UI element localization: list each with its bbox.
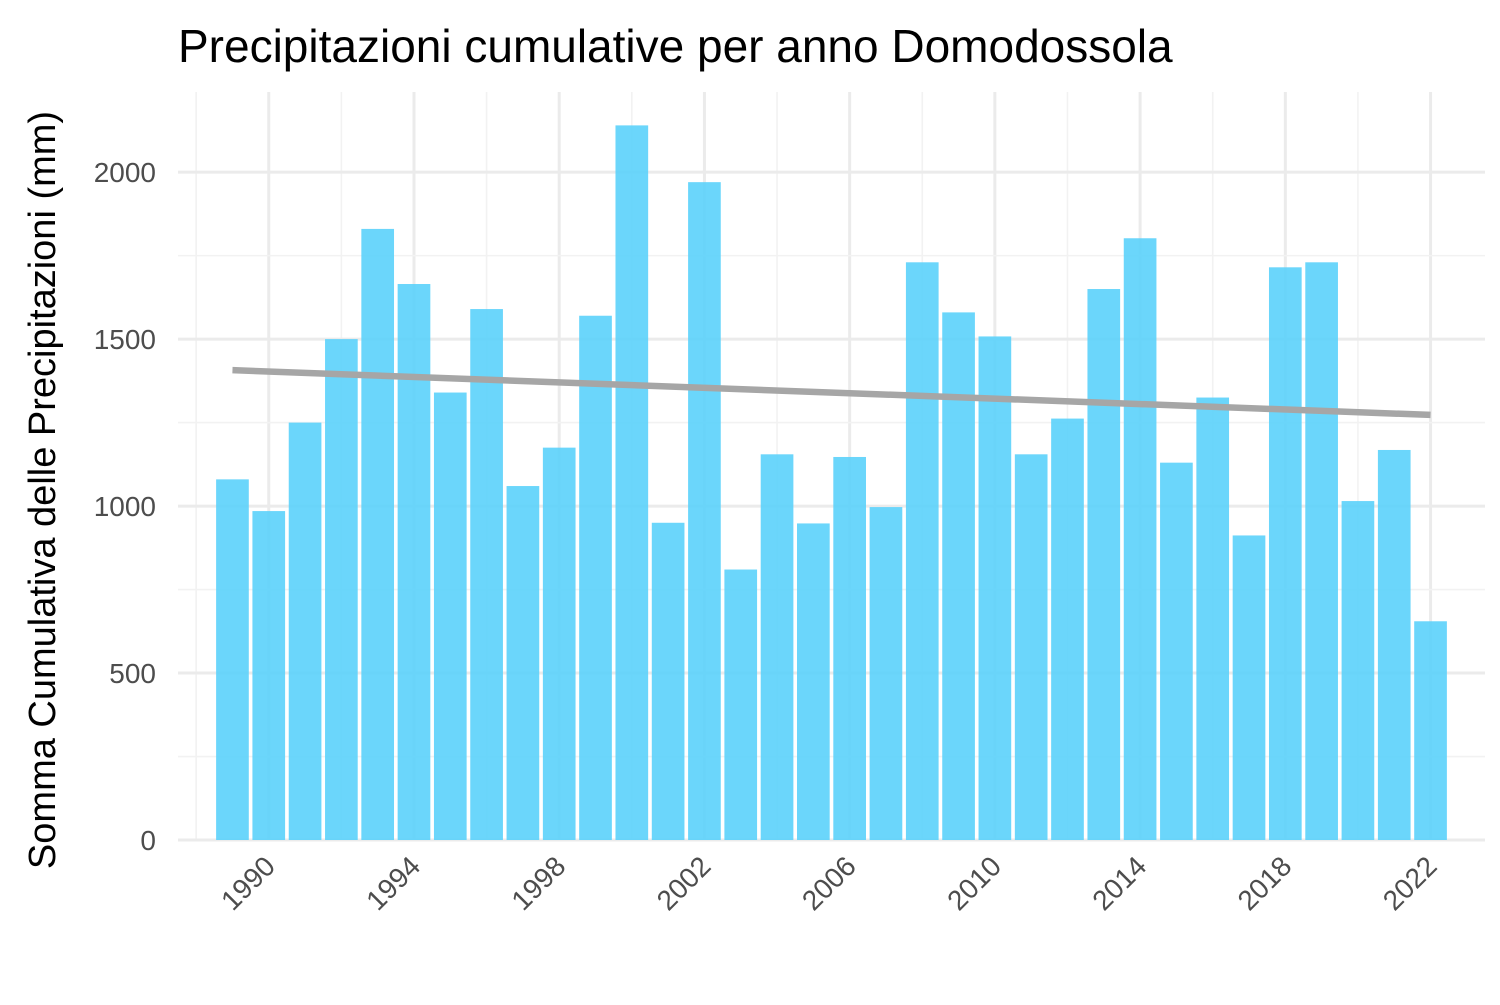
bar-2020	[1341, 501, 1375, 840]
bar-1995	[433, 392, 467, 840]
y-axis-label: Somma Cumulativa delle Precipitazioni (m…	[22, 111, 64, 869]
y-tick-label: 1000	[94, 491, 156, 522]
bar-2009	[942, 312, 975, 841]
bar-layer	[216, 125, 1447, 841]
bar-2016	[1196, 397, 1230, 840]
bar-1999	[579, 315, 612, 840]
bar-2018	[1268, 267, 1302, 840]
bar-2006	[833, 456, 866, 840]
bar-2007	[869, 507, 903, 840]
bar-2019	[1305, 262, 1338, 840]
x-tick-label: 2014	[1086, 850, 1152, 916]
y-tick-label: 0	[140, 825, 156, 856]
x-tick-label: 2002	[651, 850, 717, 916]
bar-1994	[397, 284, 431, 841]
bar-1991	[288, 422, 322, 840]
bar-1990	[252, 511, 286, 840]
bar-2004	[760, 454, 794, 840]
bar-1996	[470, 309, 503, 840]
x-tick-label: 2018	[1232, 850, 1298, 916]
y-tick-label: 1500	[94, 324, 156, 355]
bar-2002	[688, 182, 721, 841]
bar-2021	[1377, 449, 1411, 840]
bar-2010	[978, 336, 1012, 840]
y-tick-label: 2000	[94, 157, 156, 188]
bar-2000	[615, 125, 649, 840]
bar-2012	[1051, 418, 1084, 840]
bar-2013	[1087, 289, 1121, 841]
x-tick-label: 2006	[796, 850, 862, 916]
trend-line	[232, 366, 1431, 419]
bar-1989	[216, 479, 249, 840]
x-tick-label: 1994	[360, 850, 426, 916]
bar-2011	[1014, 454, 1048, 840]
y-tick-label: 500	[109, 658, 156, 689]
bar-1993	[361, 228, 395, 841]
bar-1997	[506, 486, 540, 840]
bar-2001	[651, 522, 685, 840]
x-tick-label: 2010	[941, 850, 1007, 916]
x-tick-label: 1998	[505, 850, 571, 916]
bar-2014	[1123, 238, 1157, 840]
x-tick-label: 1990	[215, 850, 281, 916]
bar-1992	[325, 339, 358, 840]
bar-2005	[797, 523, 830, 840]
bar-2022	[1414, 621, 1447, 840]
bar-2003	[724, 569, 758, 840]
bar-2008	[905, 262, 939, 840]
x-tick-label: 2022	[1377, 850, 1443, 916]
trend-layer	[232, 366, 1431, 419]
bar-1998	[542, 447, 576, 840]
bar-2017	[1232, 535, 1266, 840]
chart-title: Precipitazioni cumulative per anno Domod…	[178, 20, 1173, 72]
bar-2015	[1160, 462, 1193, 840]
